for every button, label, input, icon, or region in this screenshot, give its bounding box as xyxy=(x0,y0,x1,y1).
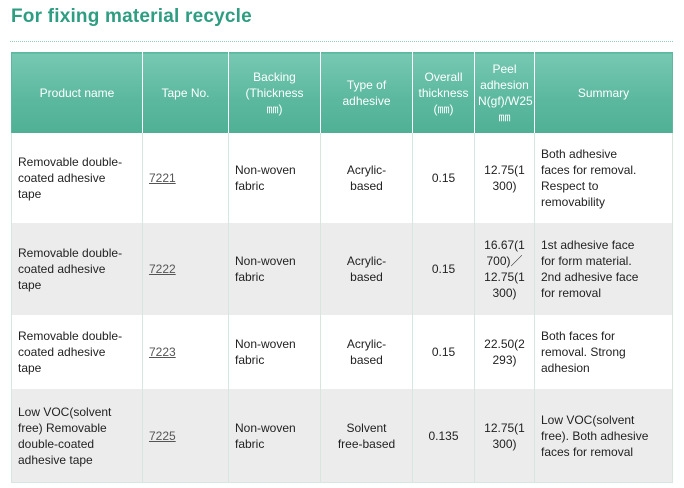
table-row: Low VOC(solvent free) Removable double-c… xyxy=(11,389,673,483)
header-adhesive-type: Type of adhesive xyxy=(320,52,413,133)
tape-number-link[interactable]: 7221 xyxy=(149,171,176,185)
cell-summary: 1st adhesive face for form material. 2nd… xyxy=(534,223,673,315)
table-bottom-border xyxy=(11,482,672,483)
header-product-name: Product name xyxy=(11,52,143,133)
cell-thickness: 0.15 xyxy=(412,315,475,389)
table-header-row: Product name Tape No. Backing (Thickness… xyxy=(11,52,673,133)
cell-peel-adhesion: 16.67(1 700)／ 12.75(1 300) xyxy=(474,223,535,315)
cell-thickness: 0.135 xyxy=(412,389,475,483)
cell-adhesive-type: Acrylic- based xyxy=(320,223,413,315)
header-tape-no: Tape No. xyxy=(142,52,229,133)
cell-product-name: Low VOC(solvent free) Removable double-c… xyxy=(11,389,143,483)
header-overall-thickness: Overall thickness (㎜) xyxy=(412,52,475,133)
cell-summary: Both faces for removal. Strong adhesion xyxy=(534,315,673,389)
cell-adhesive-type: Solvent free-based xyxy=(320,389,413,483)
header-peel-adhesion: Peel adhesion N(gf)/W25 ㎜ xyxy=(474,52,535,133)
cell-peel-adhesion: 12.75(1 300) xyxy=(474,133,535,223)
header-summary: Summary xyxy=(534,52,673,133)
cell-backing: Non-woven fabric xyxy=(228,389,321,483)
cell-summary: Low VOC(solvent free). Both adhesive fac… xyxy=(534,389,673,483)
header-backing: Backing (Thickness ㎜) xyxy=(228,52,321,133)
tape-number-link[interactable]: 7222 xyxy=(149,262,176,276)
tape-number-link[interactable]: 7225 xyxy=(149,429,176,443)
cell-product-name: Removable double- coated adhesive tape xyxy=(11,315,143,389)
cell-adhesive-type: Acrylic- based xyxy=(320,315,413,389)
cell-thickness: 0.15 xyxy=(412,223,475,315)
table-row: Removable double- coated adhesive tape 7… xyxy=(11,223,673,315)
tape-number-link[interactable]: 7223 xyxy=(149,345,176,359)
product-spec-table: Product name Tape No. Backing (Thickness… xyxy=(11,52,673,483)
cell-backing: Non-woven fabric xyxy=(228,133,321,223)
heading-divider xyxy=(10,41,673,42)
table-row: Removable double- coated adhesive tape 7… xyxy=(11,133,673,223)
cell-peel-adhesion: 12.75(1 300) xyxy=(474,389,535,483)
cell-backing: Non-woven fabric xyxy=(228,223,321,315)
cell-summary: Both adhesive faces for removal. Respect… xyxy=(534,133,673,223)
cell-peel-adhesion: 22.50(2 293) xyxy=(474,315,535,389)
cell-product-name: Removable double- coated adhesive tape xyxy=(11,223,143,315)
cell-backing: Non-woven fabric xyxy=(228,315,321,389)
cell-adhesive-type: Acrylic- based xyxy=(320,133,413,223)
cell-product-name: Removable double- coated adhesive tape xyxy=(11,133,143,223)
table-row: Removable double- coated adhesive tape 7… xyxy=(11,315,673,389)
cell-thickness: 0.15 xyxy=(412,133,475,223)
section-heading: For fixing material recycle xyxy=(11,6,252,27)
